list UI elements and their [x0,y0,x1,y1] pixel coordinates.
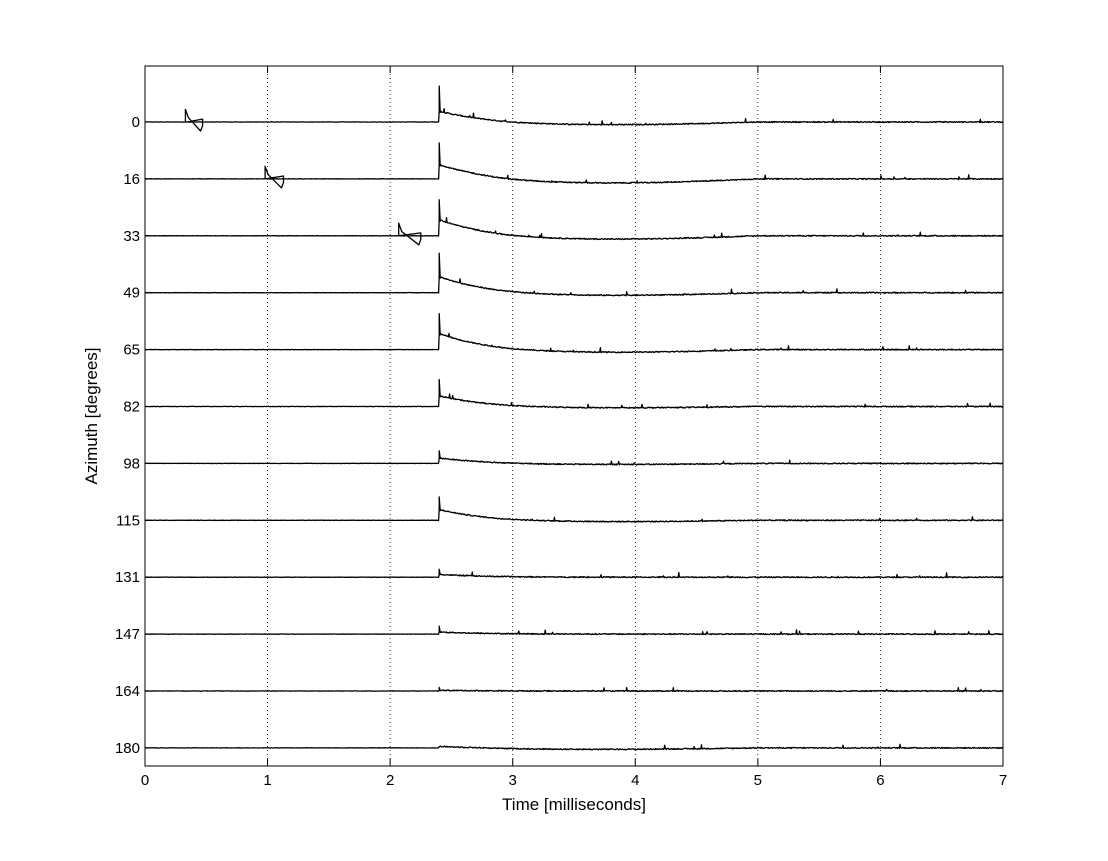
trace-16 [144,142,1004,189]
x-tick-label: 1 [263,772,271,789]
data-traces [144,85,1004,751]
y-axis-ticks: 0 16 33 49 65 82 98 115 131 147 164 180 [115,114,1003,757]
y-tick-label: 0 [132,114,140,131]
x-tick-label: 6 [876,772,884,789]
x-axis-label: Time [milliseconds] [502,795,646,814]
trace-147 [144,625,1004,636]
y-tick-label: 98 [123,455,140,472]
y-tick-label: 82 [123,399,140,416]
trace-82 [144,378,1004,409]
y-tick-label: 180 [115,740,140,757]
trace-180 [144,743,1004,751]
trace-115 [144,496,1004,523]
y-tick-label: 49 [123,285,140,302]
x-axis-ticks: 0 1 2 3 4 5 6 7 [141,66,1007,789]
trace-164 [144,686,1004,693]
x-tick-label: 0 [141,772,149,789]
trace-49 [144,252,1004,297]
y-tick-label: 115 [116,512,140,529]
y-tick-label: 33 [123,228,140,245]
y-tick-label: 65 [123,342,140,359]
trace-131 [144,568,1004,579]
trace-98 [144,450,1004,466]
y-axis-label: Azimuth [degrees] [82,347,101,484]
x-tick-label: 5 [754,772,762,789]
x-tick-label: 4 [631,772,639,789]
trace-33 [144,199,1004,246]
x-tick-label: 2 [386,772,394,789]
y-tick-label: 16 [123,171,140,188]
y-tick-label: 164 [115,683,140,700]
trace-65 [144,312,1004,354]
plot-area-frame [144,65,1004,767]
x-tick-label: 3 [509,772,517,789]
x-tick-label: 7 [999,772,1007,789]
y-tick-label: 131 [115,569,140,586]
trace-0 [144,85,1004,132]
plot-area-background [145,66,1003,766]
y-tick-label: 147 [115,626,140,643]
